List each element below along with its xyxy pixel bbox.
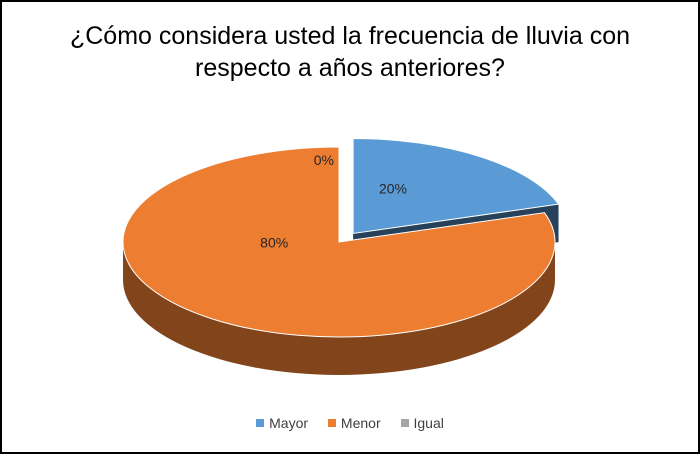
legend-item-igual: Igual bbox=[400, 415, 444, 431]
chart-title-line-1: ¿Cómo considera usted la frecuencia de l… bbox=[69, 22, 631, 50]
pie-slice-mayor bbox=[352, 137, 560, 235]
chart-title: ¿Cómo considera usted la frecuencia de l… bbox=[2, 20, 698, 84]
data-label-mayor: 20% bbox=[379, 180, 407, 196]
chart-legend: Mayor Menor Igual bbox=[2, 415, 698, 431]
pie-chart: 20% 80% 0% bbox=[122, 137, 560, 375]
pie-tops bbox=[122, 137, 560, 338]
legend-label-menor: Menor bbox=[340, 415, 381, 431]
legend-swatch-mayor bbox=[256, 419, 265, 427]
data-label-igual: 0% bbox=[314, 152, 334, 168]
legend-label-igual: Igual bbox=[413, 415, 444, 431]
data-label-menor: 80% bbox=[260, 235, 288, 251]
legend-item-menor: Menor bbox=[327, 415, 381, 431]
legend-swatch-menor bbox=[327, 419, 336, 427]
legend-label-mayor: Mayor bbox=[269, 415, 309, 431]
pie-slice-menor bbox=[122, 146, 556, 338]
legend-item-mayor: Mayor bbox=[256, 415, 308, 431]
pie-side-menor-wall bbox=[123, 242, 555, 375]
legend-swatch-igual bbox=[400, 419, 409, 427]
pie-labels: 20% 80% 0% bbox=[260, 152, 407, 251]
chart-title-line-2: respecto a años anteriores? bbox=[195, 54, 505, 82]
